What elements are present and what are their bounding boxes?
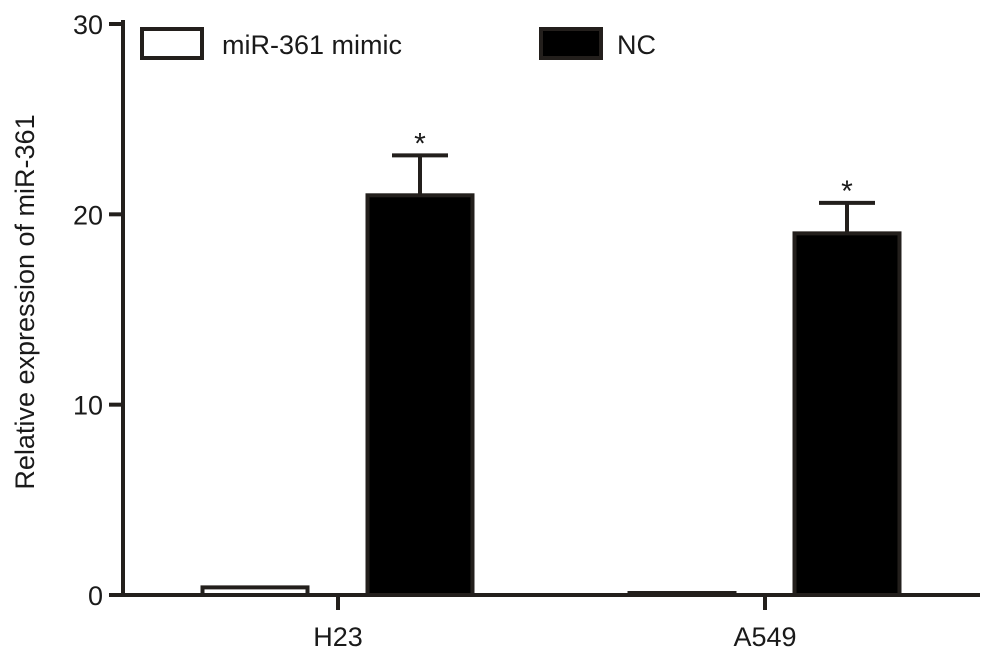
y-axis-label-group: Relative expression of miR-361 — [10, 114, 40, 489]
y-tick-label: 10 — [73, 391, 103, 421]
y-tick-label: 30 — [73, 10, 103, 40]
y-ticks: 0 10 20 30 — [73, 10, 123, 611]
y-tick-label: 20 — [73, 200, 103, 230]
x-tick-label: H23 — [313, 622, 363, 652]
bars — [200, 193, 902, 598]
y-axis-label: Relative expression of miR-361 — [10, 114, 40, 489]
legend-swatch — [140, 27, 204, 60]
significance-marks: ** — [414, 127, 853, 208]
y-tick-label: 0 — [88, 581, 103, 611]
bar — [365, 193, 475, 598]
significance-mark: * — [841, 175, 853, 208]
legend-swatch — [539, 27, 603, 60]
legend-label: miR-361 mimic — [222, 30, 402, 60]
bar — [627, 591, 737, 597]
bar — [792, 231, 902, 597]
bar — [200, 585, 310, 597]
x-ticks: H23 A549 — [313, 595, 797, 652]
significance-mark: * — [414, 127, 426, 160]
legend-label: NC — [617, 30, 656, 60]
error-bars — [392, 153, 875, 234]
legend: miR-361 mimic NC — [140, 27, 656, 60]
x-tick-label: A549 — [733, 622, 796, 652]
